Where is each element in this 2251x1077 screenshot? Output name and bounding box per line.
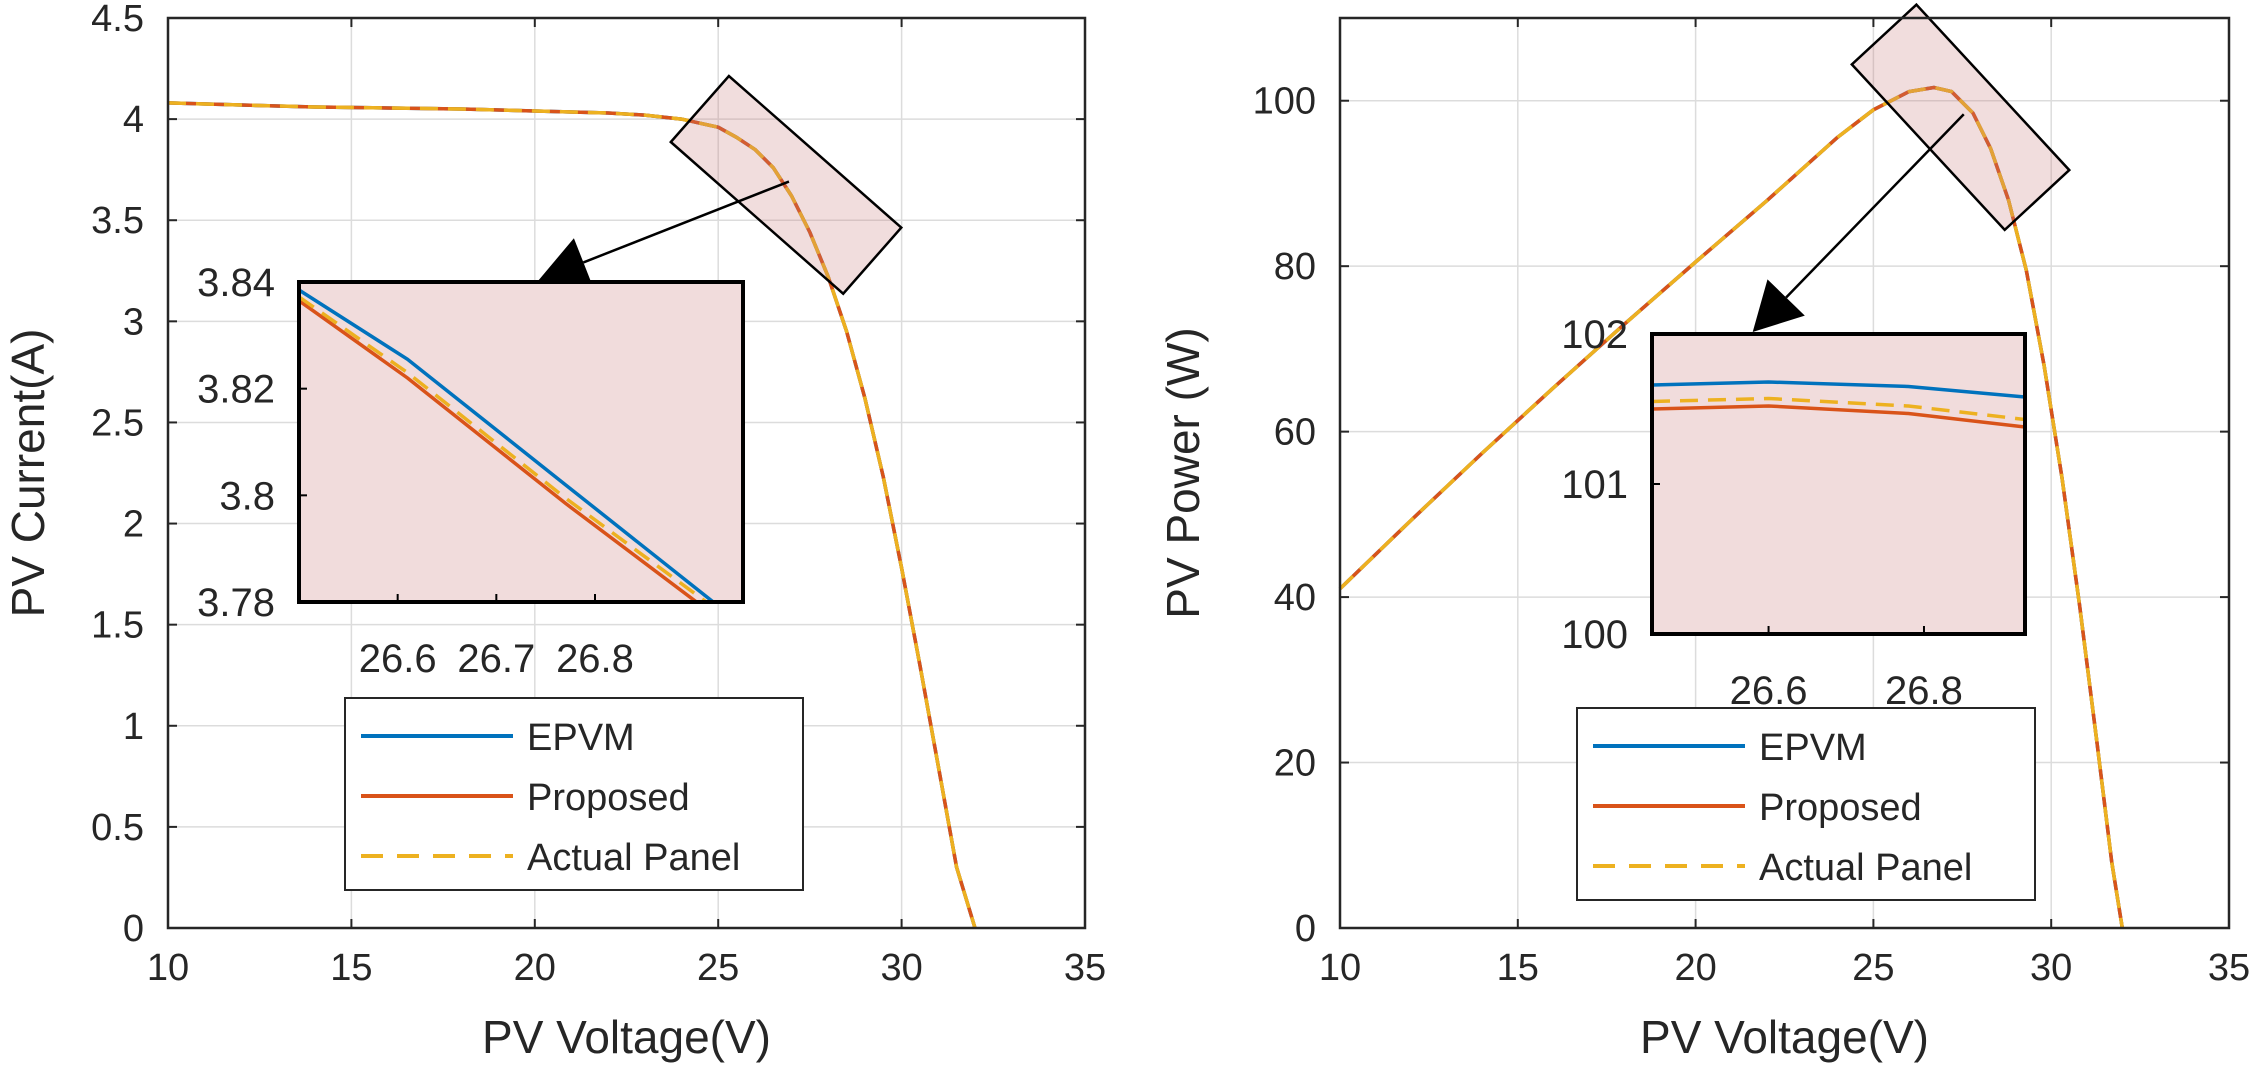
y-tick-label: 0 [123,908,144,950]
x-tick-label: 35 [2208,947,2250,989]
inset-x-tick-label: 26.6 [359,637,437,681]
zoom-arrow-line [1785,113,1965,299]
chart-1: 10 15 20 25 30 35 0 0.5 1 1.5 2 2.5 3 3.5 4 4.5 PV Volta… [2,0,1106,1063]
legend-label: Proposed [1759,787,1922,829]
y-tick-label: 20 [1274,743,1316,785]
inset-frame [297,280,745,604]
series-line-proposed [167,101,977,929]
zoom-highlight-box [669,74,904,296]
inset-x-tick-label: 26.7 [457,637,535,681]
legend-label: EPVM [1759,727,1867,769]
y-tick-label: 0 [1295,908,1316,950]
legend-label: Actual Panel [1759,847,1972,889]
y-tick-label: 1 [123,706,144,748]
inset-x-tick-label: 26.8 [1885,669,1963,713]
inset-series-actual-panel [299,295,710,602]
y-tick-label: 100 [1253,81,1316,123]
x-tick-label: 10 [1319,947,1361,989]
x-tick-label: 25 [697,947,739,989]
inset-y-tick-label: 3.82 [197,368,275,412]
y-tick-label: 60 [1274,412,1316,454]
y-tick-label: 4.5 [91,0,144,40]
inset-y-tick-label: 100 [1561,613,1628,657]
y-tick-label: 4 [123,99,144,141]
zoom-arrow-line [582,180,790,264]
legend: EPVM Proposed Actual Panel [344,697,804,891]
legend-label: Proposed [527,777,690,819]
x-tick-label: 10 [147,947,189,989]
x-tick-label: 25 [1852,947,1894,989]
inset-y-tick-label: 102 [1561,313,1628,357]
inset-plot-area [299,282,743,602]
y-tick-label: 40 [1274,577,1316,619]
y-tick-label: 3.5 [91,200,144,242]
inset-y-tick-label: 101 [1561,463,1628,507]
legend-label: Actual Panel [527,837,740,879]
x-tick-label: 15 [1497,947,1539,989]
inset-x-tick-label: 26.6 [1730,669,1808,713]
x-tick-label: 30 [880,947,922,989]
x-axis-label: PV Voltage(V) [1640,1011,1929,1063]
inset-series-epvm [299,288,717,602]
chart-2: 10 15 20 25 30 35 0 20 40 60 80 100 PV Voltage(V) PV … [1157,2,2250,1063]
y-tick-label: 3 [123,301,144,343]
inset-frame [1650,332,2027,636]
inset-y-tick-label: 3.84 [197,261,275,305]
y-tick-label: 1.5 [91,605,144,647]
x-tick-label: 20 [1674,947,1716,989]
inset-x-tick-label: 26.8 [556,637,634,681]
y-axis-label: PV Power (W) [1157,327,1209,618]
inset-series-proposed [299,299,700,602]
legend-label: EPVM [527,717,635,759]
zoom-arrow-head [1752,279,1805,332]
inset-y-tick-label: 3.8 [219,474,275,518]
zoom-arrow-head [538,238,593,287]
y-tick-label: 2 [123,504,144,546]
inset-chart: 26.6 26.7 26.8 3.78 3.8 3.82 3.84 [197,261,745,681]
x-tick-label: 30 [2030,947,2072,989]
axes-frame [1338,16,2231,930]
x-tick-label: 35 [1064,947,1106,989]
inset-y-tick-label: 3.78 [197,581,275,625]
series-line-actual-panel [1338,85,2125,929]
y-axis-label: PV Current(A) [2,329,54,618]
legend: EPVM Proposed Actual Panel [1576,707,2036,901]
x-tick-label: 20 [514,947,556,989]
x-axis-label: PV Voltage(V) [482,1011,771,1063]
y-tick-label: 80 [1274,246,1316,288]
axes-frame [166,16,1087,930]
inset-plot-area [1652,334,2025,634]
x-tick-label: 15 [330,947,372,989]
inset-series-proposed [1652,404,2025,429]
inset-series-epvm [1652,380,2025,399]
inset-series-actual-panel [1652,396,2025,422]
inset-chart: 26.6 26.8 100 101 102 [1561,313,2027,713]
y-tick-label: 0.5 [91,807,144,849]
y-tick-label: 2.5 [91,402,144,444]
